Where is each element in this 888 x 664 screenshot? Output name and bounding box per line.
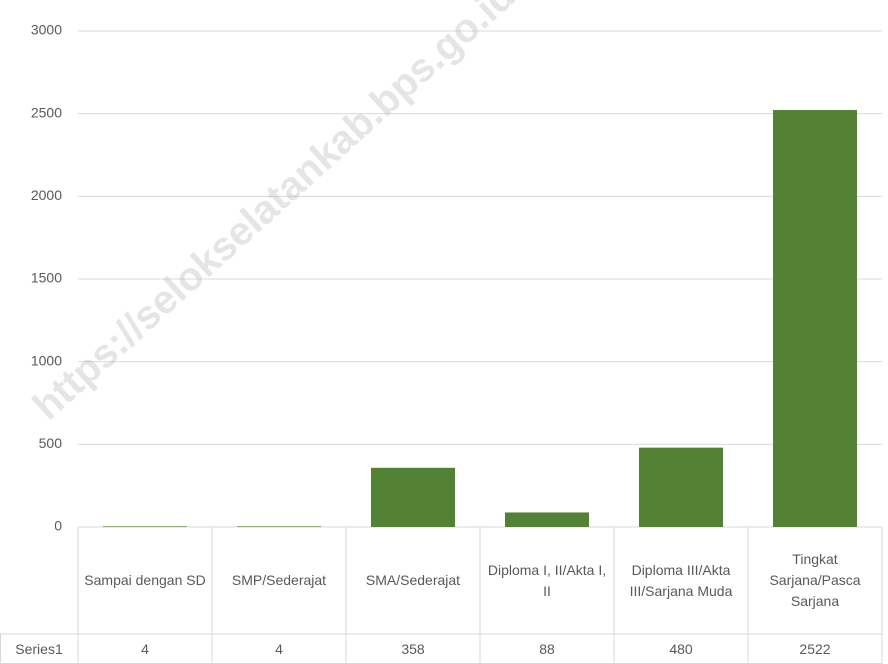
legend-label: Series1 [15, 641, 63, 657]
table-value: 4 [275, 641, 283, 657]
table-value: 480 [669, 641, 693, 657]
bar [639, 447, 723, 527]
x-tick-label: Diploma III/Akta III/Sarjana Muda [629, 561, 733, 599]
table-value: 2522 [799, 641, 831, 657]
bar [505, 512, 589, 527]
x-tick-label: Diploma I, II/Akta I, II [487, 561, 607, 599]
table-value: 88 [539, 641, 555, 657]
bar [103, 526, 187, 527]
y-tick-label: 1500 [31, 270, 62, 286]
y-tick-label: 2000 [31, 187, 62, 203]
table-value: 358 [401, 641, 425, 657]
y-tick-label: 3000 [31, 22, 62, 38]
y-tick-label: 500 [39, 435, 63, 451]
x-tick-label: SMP/Sederajat [231, 572, 327, 588]
bar [773, 110, 857, 528]
x-tick-label: Sampai dengan SD [84, 572, 206, 588]
bar [371, 467, 455, 527]
x-tick-label: SMA/Sederajat [365, 572, 461, 588]
table-value: 4 [141, 641, 149, 657]
y-tick-label: 1000 [31, 352, 62, 368]
bar [237, 526, 321, 527]
y-tick-label: 0 [54, 518, 62, 534]
x-tick-label: Tingkat Sarjana/Pasca Sarjana [769, 551, 861, 609]
y-tick-label: 2500 [31, 104, 62, 120]
